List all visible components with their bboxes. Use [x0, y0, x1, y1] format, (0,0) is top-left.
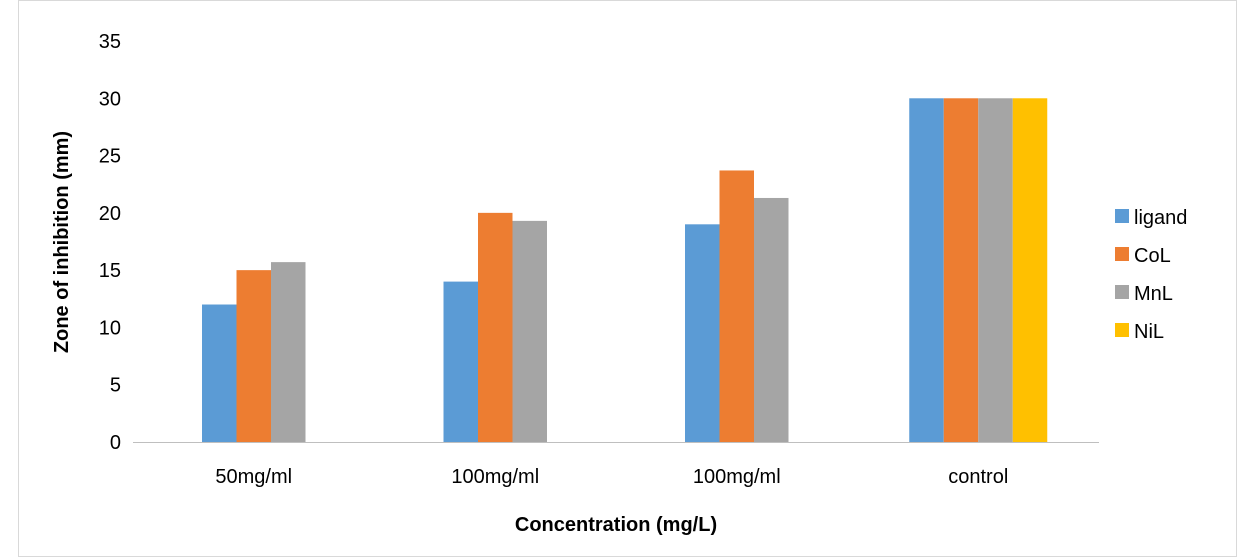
- y-tick-label: 25: [99, 146, 121, 168]
- bar-group: [202, 98, 1048, 443]
- legend-label-CoL: CoL: [1134, 245, 1171, 267]
- x-tick-label: 100mg/ml: [693, 466, 781, 488]
- y-tick-label: 20: [99, 203, 121, 225]
- y-tick-label: 10: [99, 317, 121, 339]
- y-tick-label: 5: [110, 375, 121, 397]
- bar-MnL-2: [754, 197, 789, 442]
- x-axis-title: Concentration (mg/L): [515, 514, 717, 536]
- legend: ligand CoL MnL NiL: [1115, 207, 1187, 343]
- x-tick-label: control: [948, 466, 1008, 488]
- bar-CoL-3: [943, 98, 979, 443]
- y-axis-title: Zone of inhibition (mm): [51, 131, 73, 353]
- bar-NiL-3: [1012, 98, 1048, 443]
- bar-MnL-3: [978, 98, 1013, 443]
- legend-swatch-MnL: [1115, 285, 1129, 299]
- x-tick-label: 50mg/ml: [215, 466, 292, 488]
- legend-label-NiL: NiL: [1134, 321, 1164, 343]
- legend-swatch-ligand: [1115, 209, 1129, 223]
- bar-CoL-2: [719, 170, 754, 443]
- x-axis-ticks: 50mg/ml 100mg/ml 100mg/ml control: [215, 466, 1008, 488]
- bar-ligand-1: [443, 281, 478, 442]
- bar-CoL-1: [478, 212, 513, 442]
- y-axis-ticks: 0 5 10 15 20 25 30 35: [99, 31, 121, 454]
- bar-ligand-3: [909, 98, 944, 443]
- bar-MnL-0: [271, 262, 306, 442]
- bar-CoL-0: [236, 270, 271, 442]
- bar-chart: 0 5 10 15 20 25 30 35 50mg/ml 100mg/ml 100mg/ml co…: [51, 31, 1187, 536]
- y-tick-label: 0: [110, 432, 121, 454]
- bar-ligand-0: [202, 304, 237, 442]
- x-tick-label: 100mg/ml: [451, 466, 539, 488]
- legend-label-MnL: MnL: [1134, 283, 1173, 305]
- bar-ligand-2: [685, 224, 720, 442]
- y-tick-label: 15: [99, 260, 121, 282]
- legend-swatch-CoL: [1115, 247, 1129, 261]
- y-tick-label: 30: [99, 88, 121, 110]
- legend-label-ligand: ligand: [1134, 207, 1187, 229]
- chart-area: 0 5 10 15 20 25 30 35 50mg/ml 100mg/ml 100mg/ml co…: [18, 0, 1237, 557]
- y-tick-label: 35: [99, 31, 121, 53]
- bar-MnL-1: [512, 220, 547, 442]
- legend-swatch-NiL: [1115, 323, 1129, 337]
